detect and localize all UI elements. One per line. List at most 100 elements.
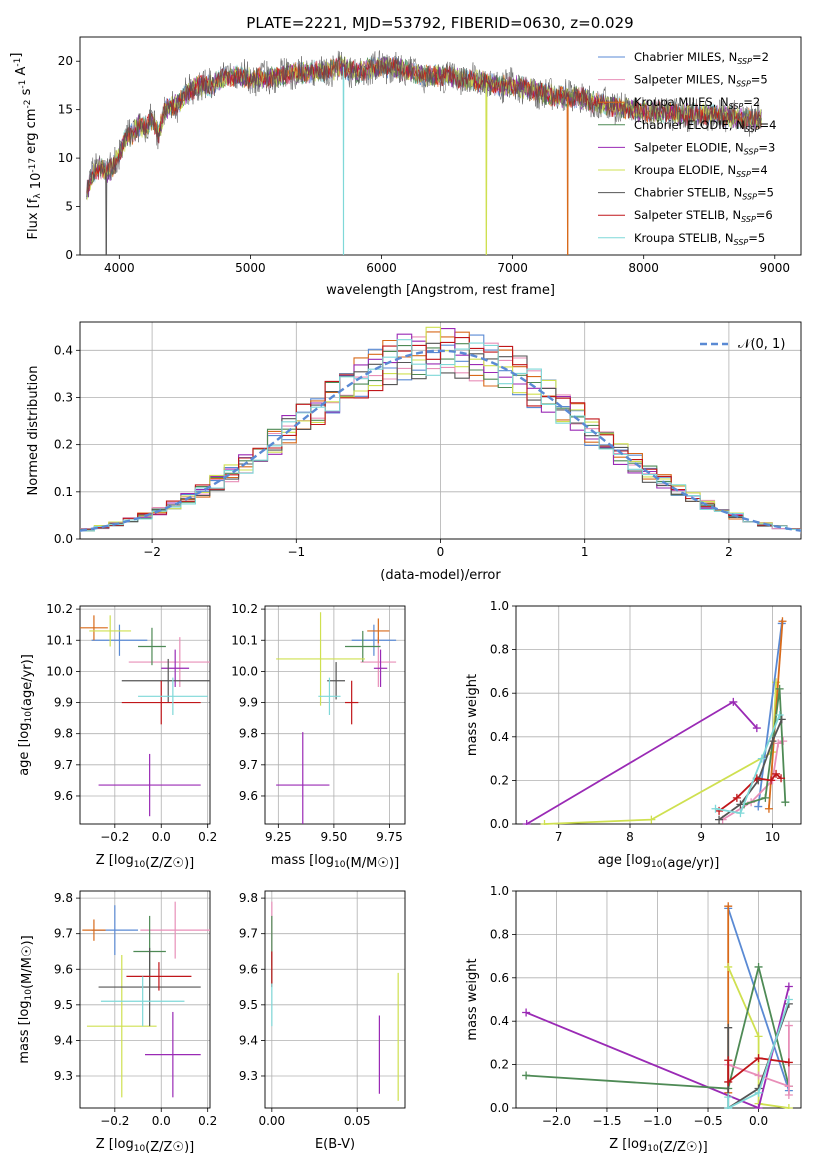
- x-tick-label: −1.0: [643, 1114, 672, 1128]
- weight-marker: [781, 798, 790, 807]
- x-tick-label: 0.0: [152, 830, 171, 844]
- y-tick-label: 1.0: [490, 884, 509, 898]
- weight-marker: [724, 1023, 733, 1032]
- label-part: =5: [748, 231, 765, 245]
- label-part: (M/M☉)]: [345, 856, 399, 871]
- weight-line: [727, 966, 790, 1109]
- label-part: Salpeter STELIB, N: [634, 208, 741, 222]
- spectrum-series-line: [86, 50, 762, 255]
- legend-label: Chabrier ELODIE, NSSP=4: [634, 118, 776, 134]
- legend-label: Salpeter MILES, NSSP=5: [634, 73, 768, 89]
- label-part: =2: [743, 95, 760, 109]
- x-tick-label: 9.25: [265, 830, 292, 844]
- y-tick-label: 9.7: [239, 758, 258, 772]
- y-tick-label: 0.8: [490, 927, 509, 941]
- axes-frame: [264, 890, 406, 1109]
- x-tick-label: 2: [725, 545, 733, 559]
- figure-title: PLATE=2221, MJD=53792, FIBERID=0630, z=0…: [246, 14, 633, 32]
- label-part: =5: [751, 73, 768, 87]
- mass-vs-ebv-panel: 0.00 0.05 9.3 9.4 9.5 9.6 9.7 9.8 E(B-V): [239, 890, 406, 1152]
- errorbar-point: [373, 649, 388, 687]
- y-tick-label: 9.7: [54, 758, 73, 772]
- errorbar-points: [80, 615, 210, 817]
- label-part: s: [19, 88, 34, 99]
- weight-marker: [522, 820, 531, 825]
- weight-marker: [757, 754, 766, 763]
- errorbar-points: [271, 901, 399, 1101]
- y-tick-label: 0.2: [490, 1058, 509, 1072]
- histogram-steps: [80, 326, 801, 534]
- y-tick-label: 0.1: [54, 485, 73, 499]
- y-tick-label: 9.7: [54, 927, 73, 941]
- weight-marker: [764, 804, 773, 813]
- x-tick-label: −2.0: [542, 1114, 571, 1128]
- x-tick-label: −0.5: [693, 1114, 722, 1128]
- label-part: mass weight: [465, 674, 480, 756]
- weight-line: [526, 966, 790, 1090]
- label-part: -1: [18, 80, 28, 89]
- label-part: SSP: [741, 215, 756, 224]
- weight-marker: [522, 1071, 531, 1080]
- weight-marker: [777, 774, 786, 783]
- errorbar-point: [91, 624, 148, 656]
- errorbar-point: [161, 649, 190, 687]
- age-vs-z-panel: −0.2 0.0 0.29.69.79.89.910.010.110.2Z [log…: [17, 602, 217, 871]
- x-tick-label: 9000: [760, 261, 791, 275]
- label-part: SSP: [734, 238, 749, 247]
- y-tick-label: 0.2: [54, 438, 73, 452]
- y-tick-label: 0.4: [490, 1014, 509, 1028]
- y-tick-label: 0.6: [490, 686, 509, 700]
- weight-line: [727, 999, 790, 1109]
- label-part: =2: [752, 50, 769, 64]
- axes-frame: [79, 36, 802, 256]
- weight-marker: [784, 1090, 793, 1099]
- axes-frame: [79, 605, 211, 825]
- weight-line: [718, 772, 782, 812]
- y-axis-label: Normed distribution: [26, 366, 41, 496]
- normal-legend-label: 𝒩(0, 1): [738, 337, 785, 352]
- errorbar-point: [145, 1011, 201, 1098]
- weight-marker: [784, 982, 793, 991]
- weight-marker: [784, 1058, 793, 1067]
- errorbar-point: [327, 662, 345, 700]
- x-axis-label: mass [log10(M/M☉)]: [271, 853, 399, 871]
- errorbar-point: [138, 627, 166, 666]
- label-part: log: [17, 1000, 32, 1020]
- mass-vs-z-panel: −0.2 0.0 0.29.39.49.59.69.79.8Z [log10(Z/Z…: [17, 890, 217, 1155]
- weight-line: [715, 714, 781, 815]
- y-tick-label: 0: [65, 248, 73, 262]
- weight-line: [727, 1057, 790, 1084]
- x-axis-label: age [log10(age/yr)]: [598, 853, 720, 871]
- weight-marker: [724, 1093, 733, 1102]
- y-tick-label: 9.6: [54, 789, 73, 803]
- y-tick-label: 9.9: [54, 696, 73, 710]
- y-tick-label: 9.8: [54, 891, 73, 905]
- y-tick-label: 9.4: [54, 1033, 73, 1047]
- weight-marker: [724, 962, 733, 971]
- errorbar-point: [126, 962, 192, 991]
- label-part: 10: [24, 711, 34, 723]
- label-part: =5: [757, 186, 774, 200]
- x-tick-label: 0.00: [258, 1114, 285, 1128]
- axes-frame: [515, 605, 802, 825]
- label-part: Kroupa MILES, N: [634, 95, 729, 109]
- label-part: 10: [647, 1144, 659, 1154]
- label-part: mass [: [17, 1020, 32, 1063]
- x-axis-label: Z [log10(Z/Z☉)]: [609, 1137, 707, 1155]
- weight-marker: [772, 769, 781, 778]
- label-part: log: [114, 853, 134, 868]
- label-part: 10: [24, 989, 34, 1001]
- y-tick-label: 0.0: [490, 1101, 509, 1115]
- x-tick-label: 0.0: [152, 1114, 171, 1128]
- label-part: -17: [28, 158, 38, 173]
- weight-marker: [754, 1032, 763, 1041]
- weight-series: [715, 715, 786, 824]
- mass-weight-vs-z-panel: −2.0 −1.5 −1.0 −0.5 0.0 0.0 0.2 0.4 0.6 0.8 1.0 Z […: [465, 884, 802, 1155]
- label-part: log: [627, 1137, 647, 1152]
- x-tick-label: 0.2: [198, 830, 217, 844]
- errorbar-point: [82, 919, 106, 941]
- weight-marker: [724, 1056, 733, 1065]
- y-tick-label: 0.8: [490, 643, 509, 657]
- y-tick-label: 9.5: [239, 998, 258, 1012]
